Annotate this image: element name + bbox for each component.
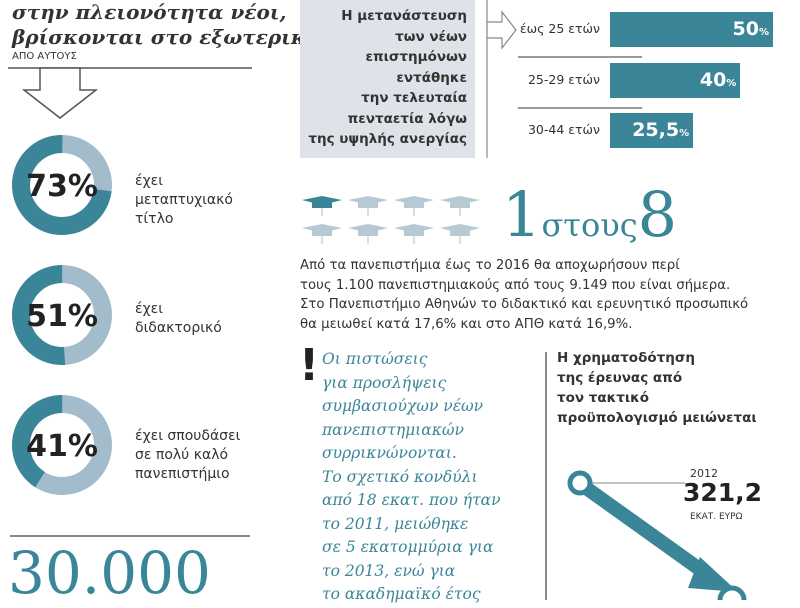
divider xyxy=(10,535,250,537)
value-label: 321,2 xyxy=(683,478,763,507)
credits-line: το ακαδημαϊκό έτος xyxy=(322,585,481,603)
credits-line: το 2011, μειώθηκε xyxy=(322,514,469,533)
divider xyxy=(518,56,642,58)
donut-value-label: 51% xyxy=(26,299,98,334)
ratio-text: 1στους8 xyxy=(502,178,678,251)
migration-box: Η μετανάστευση των νέων επιστημόνων εντάθηκ… xyxy=(300,0,475,158)
big-number: 30.000 xyxy=(8,539,211,607)
graduation-cap-icon xyxy=(302,224,342,244)
down-arrow-icon xyxy=(8,67,252,119)
headline-line: βρίσκονται στο εξωτερικό. xyxy=(12,25,327,49)
graduation-cap-pictogram xyxy=(302,196,480,244)
donut-caption-1: έχει μεταπτυχιακό τίτλο xyxy=(135,173,233,227)
bar-category-label: 25-29 ετών xyxy=(527,71,600,87)
bar: 40% xyxy=(610,62,741,98)
credits-line: συμβασιούχων νέων xyxy=(322,397,484,415)
donut-slice xyxy=(12,394,112,495)
graduation-cap-icon xyxy=(348,224,388,244)
credits-line: Το σχετικό κονδύλι xyxy=(322,467,478,486)
divider xyxy=(545,352,547,600)
trend-line xyxy=(577,479,717,584)
credits-line: πανεπιστημιακών xyxy=(322,420,464,439)
graduation-cap-icon xyxy=(302,196,342,216)
graduation-cap-icon xyxy=(440,224,480,244)
donut-caption-2: έχει διδακτορικό xyxy=(135,301,222,336)
graduation-cap-icon xyxy=(394,224,434,244)
credits-line: συρρικνώνονται. xyxy=(322,444,457,462)
bar-value-label: 50 xyxy=(732,18,759,40)
credits-line: από 18 εκατ. που ήταν xyxy=(322,491,501,509)
bar-value-label: 25,5 xyxy=(632,119,680,141)
donut-charts: 73% 51% 41% xyxy=(12,135,112,495)
credits-line: το 2013, ενώ για xyxy=(322,561,456,580)
staff-paragraph: Από τα πανεπιστήμια έως το 2016 θα αποχω… xyxy=(300,258,749,332)
divider xyxy=(518,107,642,109)
donut-slice xyxy=(12,135,112,235)
bar: 25,5% xyxy=(610,113,694,148)
headline: στην πλειονότητα νέοι, βρίσκονται στο εξ… xyxy=(12,0,326,50)
headline-line: στην πλειονότητα νέοι, xyxy=(12,0,287,24)
donut-slice xyxy=(12,265,112,365)
donut-caption-3: έχει σπουδάσει σε πολύ καλό πανεπιστήμιο xyxy=(135,428,241,482)
unit-label: ΕΚΑΤ. ΕΥΡΩ xyxy=(690,512,743,522)
credits-line: για προσλήψεις xyxy=(322,373,447,392)
bar-value-label: 40 xyxy=(699,68,727,91)
graduation-cap-icon xyxy=(440,196,480,216)
bar-category-label: έως 25 ετών xyxy=(519,21,600,36)
arrow-head xyxy=(688,557,738,592)
funding-line-chart xyxy=(567,470,747,600)
donut-value-label: 73% xyxy=(26,169,98,204)
donut-value-label: 41% xyxy=(26,429,98,464)
bar: 50% xyxy=(610,12,773,47)
bar-category-label: 30-44 ετών xyxy=(527,122,600,137)
from-them-label: ΑΠΟ ΑΥΤΟΥΣ xyxy=(12,51,77,62)
exclamation-icon: ! xyxy=(299,340,320,391)
credits-line: Οι πιστώσεις xyxy=(322,350,428,368)
graduation-cap-icon xyxy=(394,196,434,216)
data-point-2012 xyxy=(567,470,593,496)
graduation-cap-icon xyxy=(348,196,388,216)
year-label: 2012 xyxy=(690,467,718,480)
credits-text: Οι πιστώσεις για προσλήψεις συμβασιούχων ν… xyxy=(322,348,501,607)
right-arrow-icon xyxy=(486,0,517,158)
funding-heading: Η χρηματοδότηση της έρευνας από τον τακτικ… xyxy=(557,350,757,426)
credits-line: σε 5 εκατομμύρια για xyxy=(322,538,494,556)
data-point-end xyxy=(717,585,747,600)
